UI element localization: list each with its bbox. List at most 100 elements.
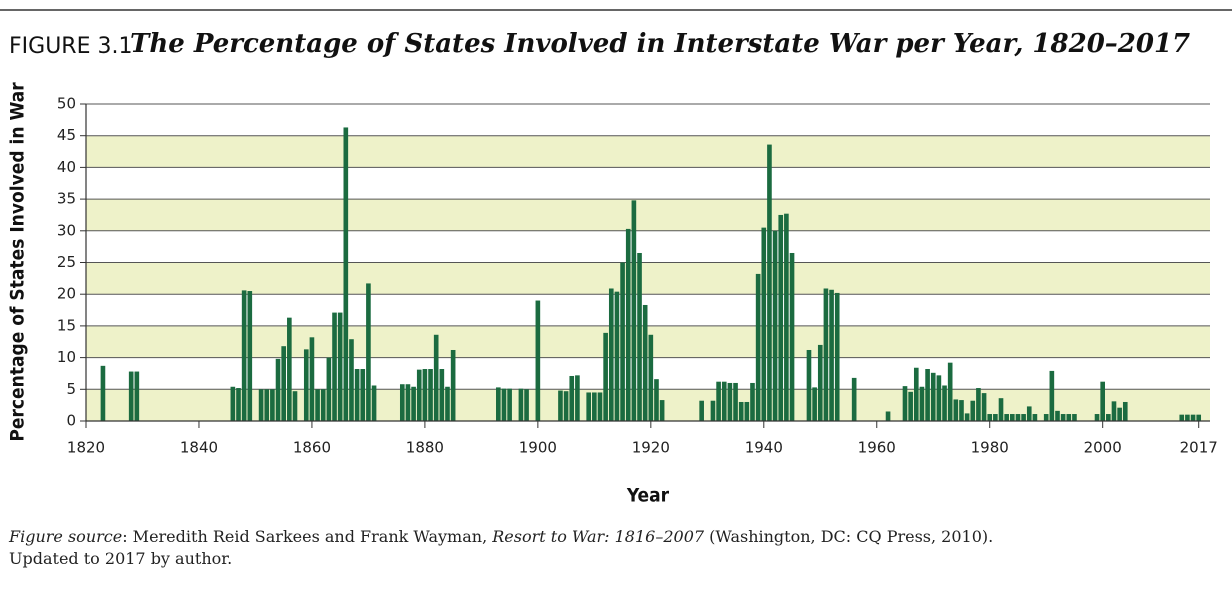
bar	[812, 387, 817, 421]
bar	[1060, 414, 1066, 421]
band	[86, 135, 1210, 168]
y-tick-label: 35	[57, 190, 76, 208]
bar	[1021, 414, 1026, 421]
bar	[371, 385, 377, 421]
y-tick-label: 0	[66, 412, 76, 430]
bar	[750, 382, 755, 421]
y-tick-label: 20	[57, 285, 76, 303]
bar	[1032, 414, 1038, 421]
bar	[784, 213, 789, 421]
bar	[964, 413, 970, 421]
bar	[608, 288, 614, 421]
bar	[563, 391, 569, 421]
bar	[416, 369, 422, 421]
bar	[1026, 406, 1032, 421]
x-tick-label: 1840	[180, 439, 218, 457]
bar	[575, 375, 580, 421]
bar	[287, 317, 292, 421]
bar	[851, 377, 857, 421]
bar	[445, 386, 450, 421]
bar	[699, 400, 704, 421]
bar	[241, 290, 247, 421]
bar	[614, 291, 620, 421]
bar	[976, 388, 981, 421]
bar	[349, 339, 354, 421]
figure-label: FIGURE 3.1	[9, 34, 132, 59]
bar	[789, 252, 795, 421]
bar	[597, 392, 603, 421]
x-tick-label: 2000	[1084, 439, 1122, 457]
x-tick-label: 1820	[67, 439, 105, 457]
bar	[913, 367, 919, 421]
bar	[1049, 370, 1055, 421]
bar	[128, 371, 134, 421]
y-tick-label: 45	[57, 126, 76, 144]
bar	[270, 389, 275, 421]
bar	[1185, 414, 1190, 421]
bar	[326, 357, 332, 421]
y-tick-label: 25	[57, 253, 76, 271]
bar	[433, 334, 439, 421]
bar	[586, 392, 592, 421]
bar	[806, 349, 812, 421]
bar	[569, 375, 575, 421]
bar	[620, 262, 625, 421]
y-tick-label: 15	[57, 316, 76, 334]
bar	[778, 214, 784, 421]
bar	[247, 291, 253, 421]
bar	[1117, 407, 1122, 421]
band	[86, 389, 1210, 421]
bar	[1055, 410, 1060, 421]
bar	[450, 349, 456, 421]
bar	[354, 369, 360, 421]
bar	[315, 389, 320, 421]
bar	[744, 401, 750, 421]
band	[86, 199, 1210, 231]
bar	[738, 401, 744, 421]
bar	[230, 386, 236, 421]
bar	[1196, 414, 1202, 421]
bar	[1043, 414, 1049, 421]
source-label: Figure source	[9, 527, 123, 546]
x-tick-label: 1860	[293, 439, 331, 457]
bar	[659, 400, 665, 421]
y-tick-label: 10	[57, 348, 76, 366]
bar	[439, 369, 445, 421]
bar	[422, 369, 428, 421]
bar	[236, 388, 241, 421]
x-tick-label: 1880	[406, 439, 444, 457]
bar	[908, 391, 913, 421]
bar	[399, 384, 405, 421]
bar	[981, 393, 987, 421]
chart-title: The Percentage of States Involved in Int…	[130, 29, 1190, 59]
bar	[631, 200, 637, 421]
bar	[1111, 401, 1117, 421]
x-tick-label: 1900	[519, 439, 557, 457]
bar	[1072, 414, 1077, 421]
bar	[834, 292, 840, 421]
bar	[823, 288, 829, 421]
bar	[360, 369, 366, 421]
bar	[592, 392, 597, 421]
x-tick-label: 1960	[858, 439, 896, 457]
bar	[733, 382, 738, 421]
bar	[411, 386, 416, 421]
bar	[405, 384, 411, 421]
bar	[767, 144, 772, 422]
bar	[100, 365, 106, 421]
x-tick-label: 2017	[1180, 439, 1218, 457]
bar	[1066, 414, 1072, 421]
x-tick-label: 1980	[971, 439, 1009, 457]
y-tick-label: 30	[57, 221, 76, 239]
bar	[925, 369, 930, 421]
bar	[625, 228, 631, 421]
bar	[507, 388, 512, 421]
bar	[637, 252, 642, 421]
bar	[320, 389, 326, 421]
bar	[970, 400, 976, 421]
band	[86, 262, 1210, 295]
bar	[1094, 414, 1100, 421]
bar	[292, 391, 298, 421]
bar	[496, 387, 501, 421]
